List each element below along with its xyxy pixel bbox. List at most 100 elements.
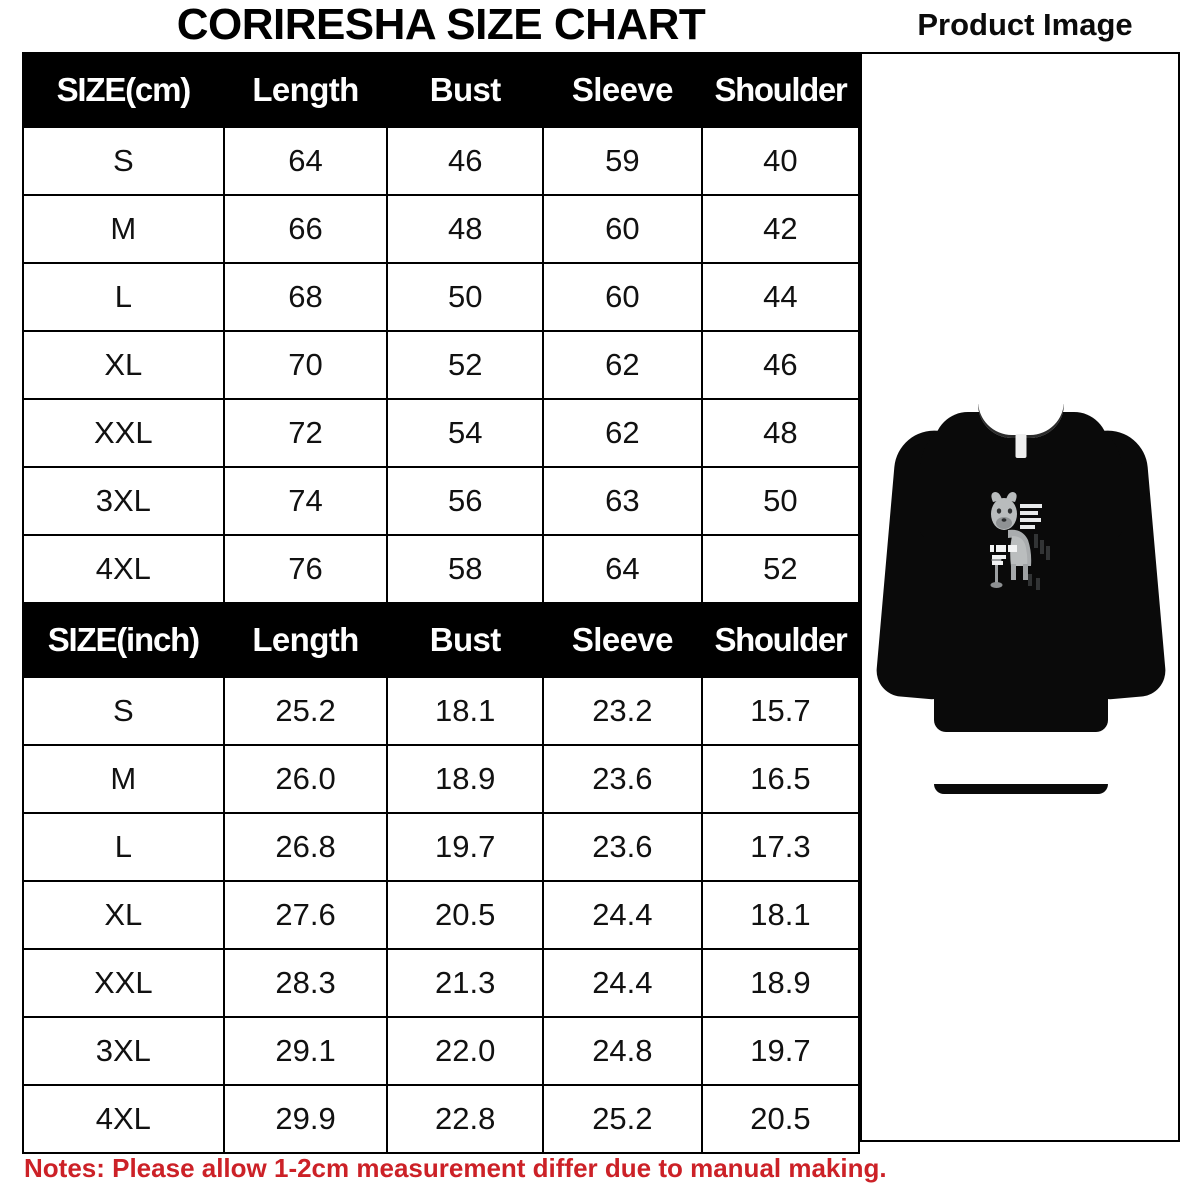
measurement-notes: Notes: Please allow 1-2cm measurement di… (24, 1153, 887, 1183)
cell-shoulder: 18.9 (700, 948, 861, 1018)
garment-longsleeve-tee (874, 394, 1168, 794)
table-row: S 25.2 18.1 23.2 15.7 (22, 676, 861, 746)
garment-hem (934, 784, 1108, 794)
cell-sleeve: 23.6 (541, 812, 703, 882)
cell-bust: 54 (386, 398, 544, 468)
table-row: M 26.0 18.9 23.6 16.5 (22, 744, 861, 814)
table-row: S 64 46 59 40 (22, 126, 861, 196)
cell-length: 26.8 (222, 812, 389, 882)
column-header-sleeve-cm: Sleeve (541, 52, 703, 128)
column-header-size-cm: SIZE(cm) (22, 52, 225, 128)
cell-sleeve: 62 (541, 398, 703, 468)
cell-bust: 52 (386, 330, 544, 400)
cell-size: S (22, 676, 225, 746)
cell-length: 70 (222, 330, 389, 400)
cell-length: 68 (222, 262, 389, 332)
cell-bust: 46 (386, 126, 544, 196)
size-table-container: SIZE(cm) Length Bust Sleeve Shoulder S 6… (22, 52, 861, 1154)
column-header-bust-cm: Bust (386, 52, 544, 128)
cell-shoulder: 16.5 (700, 744, 861, 814)
column-header-shoulder-cm: Shoulder (700, 52, 861, 128)
cell-size: L (22, 262, 225, 332)
cell-bust: 22.0 (386, 1016, 544, 1086)
cell-length: 76 (222, 534, 389, 604)
cell-length: 29.9 (222, 1084, 389, 1154)
cell-sleeve: 23.6 (541, 744, 703, 814)
cell-sleeve: 63 (541, 466, 703, 536)
cell-size: S (22, 126, 225, 196)
cell-length: 29.1 (222, 1016, 389, 1086)
cell-sleeve: 24.4 (541, 880, 703, 950)
cell-sleeve: 23.2 (541, 676, 703, 746)
cell-sleeve: 60 (541, 262, 703, 332)
cell-size: XXL (22, 948, 225, 1018)
table-header-row-inch: SIZE(inch) Length Bust Sleeve Shoulder (22, 602, 861, 678)
table-row: XL 27.6 20.5 24.4 18.1 (22, 880, 861, 950)
cell-bust: 20.5 (386, 880, 544, 950)
table-row: M 66 48 60 42 (22, 194, 861, 264)
cell-shoulder: 50 (700, 466, 861, 536)
cell-bust: 21.3 (386, 948, 544, 1018)
cell-sleeve: 62 (541, 330, 703, 400)
cell-shoulder: 17.3 (700, 812, 861, 882)
cell-length: 64 (222, 126, 389, 196)
cell-bust: 18.1 (386, 676, 544, 746)
table-row: XL 70 52 62 46 (22, 330, 861, 400)
product-image-panel (860, 52, 1180, 1142)
cell-shoulder: 48 (700, 398, 861, 468)
product-photo (862, 54, 1178, 1140)
table-header-row-cm: SIZE(cm) Length Bust Sleeve Shoulder (22, 52, 861, 128)
cell-bust: 22.8 (386, 1084, 544, 1154)
cell-size: M (22, 194, 225, 264)
size-table: SIZE(cm) Length Bust Sleeve Shoulder S 6… (22, 52, 861, 1154)
cell-size: 4XL (22, 1084, 225, 1154)
product-image-title: Product Image (917, 7, 1133, 42)
cell-sleeve: 25.2 (541, 1084, 703, 1154)
cell-length: 26.0 (222, 744, 389, 814)
cell-length: 72 (222, 398, 389, 468)
cell-bust: 48 (386, 194, 544, 264)
cell-bust: 18.9 (386, 744, 544, 814)
cell-sleeve: 64 (541, 534, 703, 604)
cell-size: L (22, 812, 225, 882)
cell-sleeve: 24.4 (541, 948, 703, 1018)
garment-neck-tag (1015, 434, 1027, 458)
cell-length: 27.6 (222, 880, 389, 950)
cell-size: 4XL (22, 534, 225, 604)
column-header-shoulder-inch: Shoulder (700, 602, 861, 678)
cell-shoulder: 40 (700, 126, 861, 196)
table-row: 3XL 74 56 63 50 (22, 466, 861, 536)
table-row: 4XL 29.9 22.8 25.2 20.5 (22, 1084, 861, 1154)
cell-size: XL (22, 330, 225, 400)
cell-bust: 56 (386, 466, 544, 536)
cell-length: 28.3 (222, 948, 389, 1018)
cell-shoulder: 42 (700, 194, 861, 264)
cell-size: 3XL (22, 1016, 225, 1086)
cell-shoulder: 19.7 (700, 1016, 861, 1086)
cell-size: M (22, 744, 225, 814)
column-header-sleeve-inch: Sleeve (541, 602, 703, 678)
cell-sleeve: 59 (541, 126, 703, 196)
cell-bust: 58 (386, 534, 544, 604)
cell-bust: 50 (386, 262, 544, 332)
column-header-size-inch: SIZE(inch) (22, 602, 225, 678)
table-row: 4XL 76 58 64 52 (22, 534, 861, 604)
cell-length: 66 (222, 194, 389, 264)
bulldog-graphic-print (982, 490, 1060, 598)
table-row: L 68 50 60 44 (22, 262, 861, 332)
column-header-length-cm: Length (222, 52, 389, 128)
column-header-bust-inch: Bust (386, 602, 544, 678)
cell-shoulder: 46 (700, 330, 861, 400)
table-row: 3XL 29.1 22.0 24.8 19.7 (22, 1016, 861, 1086)
cell-sleeve: 60 (541, 194, 703, 264)
cell-size: XXL (22, 398, 225, 468)
cell-shoulder: 20.5 (700, 1084, 861, 1154)
page-title: CORIRESHA SIZE CHART (176, 0, 706, 49)
table-row: L 26.8 19.7 23.6 17.3 (22, 812, 861, 882)
cell-shoulder: 52 (700, 534, 861, 604)
cell-shoulder: 44 (700, 262, 861, 332)
cell-size: 3XL (22, 466, 225, 536)
column-header-length-inch: Length (222, 602, 389, 678)
cell-shoulder: 18.1 (700, 880, 861, 950)
cell-sleeve: 24.8 (541, 1016, 703, 1086)
